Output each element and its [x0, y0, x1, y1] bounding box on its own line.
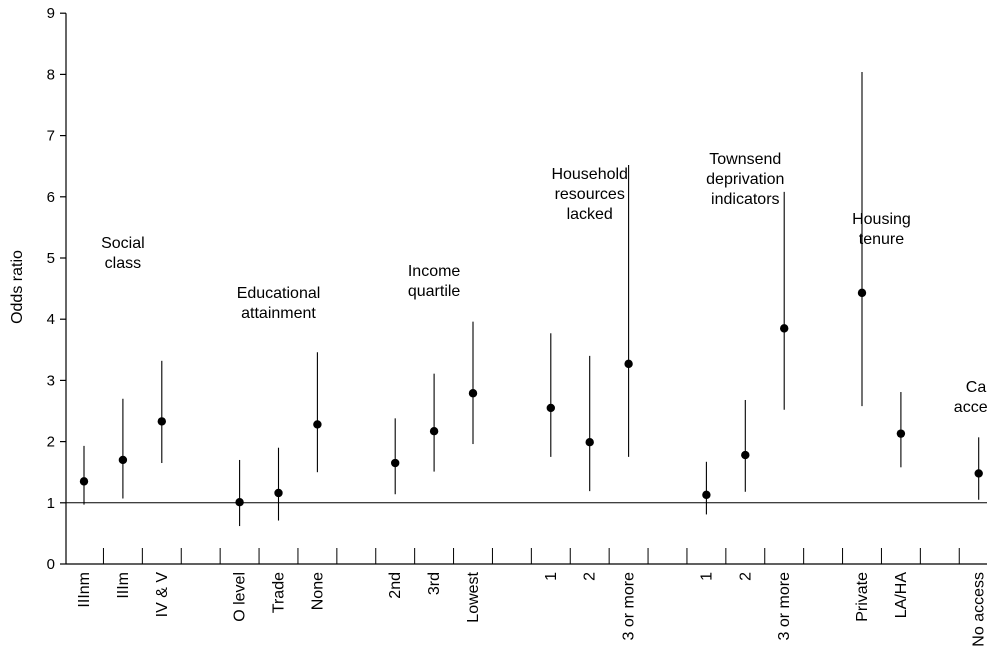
or-point: [702, 490, 711, 500]
or-point: [780, 324, 789, 333]
y-tick-label: 9: [47, 5, 55, 22]
category-label: 3 or more: [621, 572, 638, 641]
or-point: [741, 450, 750, 460]
or-point: [896, 429, 906, 438]
category-label: IIIm: [115, 572, 132, 599]
or-point: [585, 438, 594, 447]
or-point: [79, 477, 89, 486]
category-label: 3rd: [426, 572, 443, 595]
category-label: O level: [232, 572, 249, 622]
y-tick-label: 6: [47, 189, 55, 206]
or-point: [391, 458, 400, 468]
category-label: 1: [698, 572, 715, 581]
category-label: No access: [971, 572, 987, 647]
or-point: [974, 469, 983, 478]
category-label: Private: [854, 572, 871, 622]
y-tick-label: 0: [47, 556, 55, 573]
or-point: [274, 488, 283, 498]
group-label: Caraccess: [954, 379, 987, 416]
category-label: IIInm: [76, 572, 93, 608]
group-label: Household resources lacked: [551, 166, 628, 223]
category-label: None: [309, 572, 326, 610]
or-point: [624, 359, 633, 369]
y-tick-label: 2: [47, 434, 55, 451]
y-tick-label: 8: [47, 66, 55, 83]
or-point: [157, 417, 166, 426]
category-label: 1: [543, 572, 560, 581]
group-label: Income quartile: [408, 263, 461, 300]
category-label: Trade: [271, 572, 288, 613]
y-axis: 0 1 2 3 4 5 6 7 8 9: [47, 5, 67, 573]
y-tick-label: 3: [47, 372, 55, 389]
y-tick-label: 1: [47, 495, 55, 512]
category-label: 2: [737, 572, 754, 581]
y-axis-label: Odds ratio: [9, 250, 26, 324]
category-label: 2: [582, 572, 599, 581]
x-axis: IIInm IIIm IV & V O level Trade None 2nd 3rd Low…: [66, 502, 987, 647]
group-labels: Social class Educational attainment Income qu…: [101, 151, 987, 416]
group-label: Housing tenure: [852, 211, 911, 248]
category-label: Lowest: [465, 571, 482, 622]
y-tick-label: 4: [47, 311, 55, 328]
or-point: [235, 497, 244, 507]
category-label: 3 or more: [776, 572, 793, 641]
group-label: Townsend deprivation indicators: [706, 151, 784, 208]
group-label: Social class: [101, 235, 145, 272]
or-point: [313, 420, 322, 429]
chart-marks: [79, 71, 983, 527]
or-point: [546, 403, 555, 413]
or-point: [118, 455, 128, 465]
or-point: [468, 389, 478, 398]
y-tick-label: 7: [47, 128, 55, 145]
or-point: [429, 426, 439, 436]
category-label: LA/HA: [893, 572, 910, 619]
category-label: 2nd: [387, 572, 404, 599]
group-label: Educational attainment: [237, 285, 321, 322]
y-tick-label: 5: [47, 250, 55, 267]
category-label: IV & V: [154, 572, 171, 618]
or-point: [857, 288, 867, 298]
